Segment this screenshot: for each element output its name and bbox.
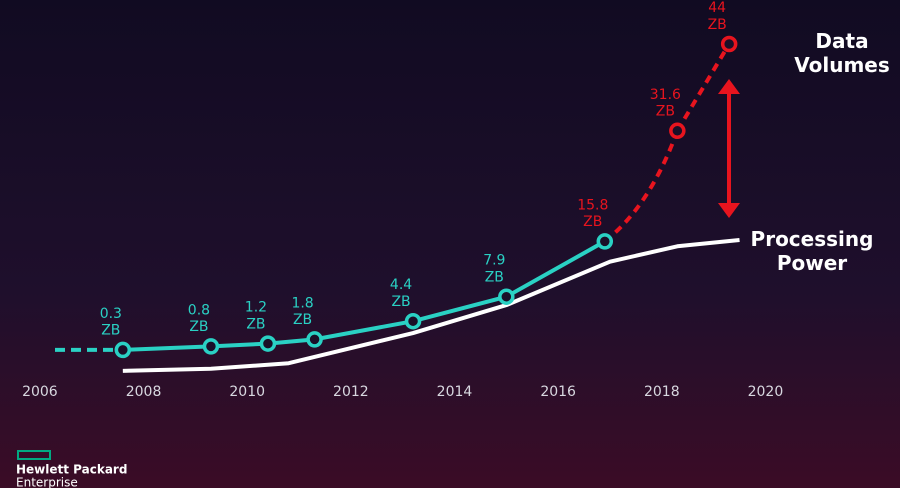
x-tick-label: 2010: [229, 384, 265, 400]
x-tick-label: 2018: [644, 384, 680, 400]
marker: [202, 338, 220, 355]
marker: [669, 122, 686, 140]
label: Processing Power: [751, 227, 874, 275]
x-tick-label: 2012: [333, 384, 369, 400]
marker: [259, 335, 277, 352]
logo-text: Hewlett Packard: [16, 463, 127, 477]
connector: [603, 130, 680, 243]
label: 15.8 ZB: [577, 197, 608, 230]
marker: [404, 312, 422, 330]
arrow: [718, 79, 740, 218]
marker: [306, 331, 323, 348]
x-tick-label: 2016: [540, 384, 576, 400]
label: 0.3 ZB: [100, 306, 122, 339]
marker: [720, 35, 738, 53]
x-tick-label: 2006: [22, 384, 58, 400]
label: 1.2 ZB: [245, 300, 267, 333]
marker: [596, 233, 614, 250]
logo-mark: [17, 450, 51, 460]
line: [122, 238, 740, 373]
label: 4.4 ZB: [390, 277, 412, 310]
marker: [114, 341, 132, 359]
logo-text: Enterprise: [16, 476, 78, 488]
label: 7.9 ZB: [483, 253, 505, 286]
label: 0.8 ZB: [188, 302, 210, 335]
marker: [498, 288, 515, 305]
x-tick-label: 2008: [126, 384, 162, 400]
x-tick-label: 2014: [437, 384, 473, 400]
label: Data Volumes: [794, 29, 890, 77]
line: [675, 42, 731, 132]
label: 44 ZB: [708, 0, 727, 33]
label: 1.8 ZB: [291, 295, 313, 328]
label: 31.6 ZB: [650, 87, 681, 120]
x-tick-label: 2020: [748, 384, 784, 400]
